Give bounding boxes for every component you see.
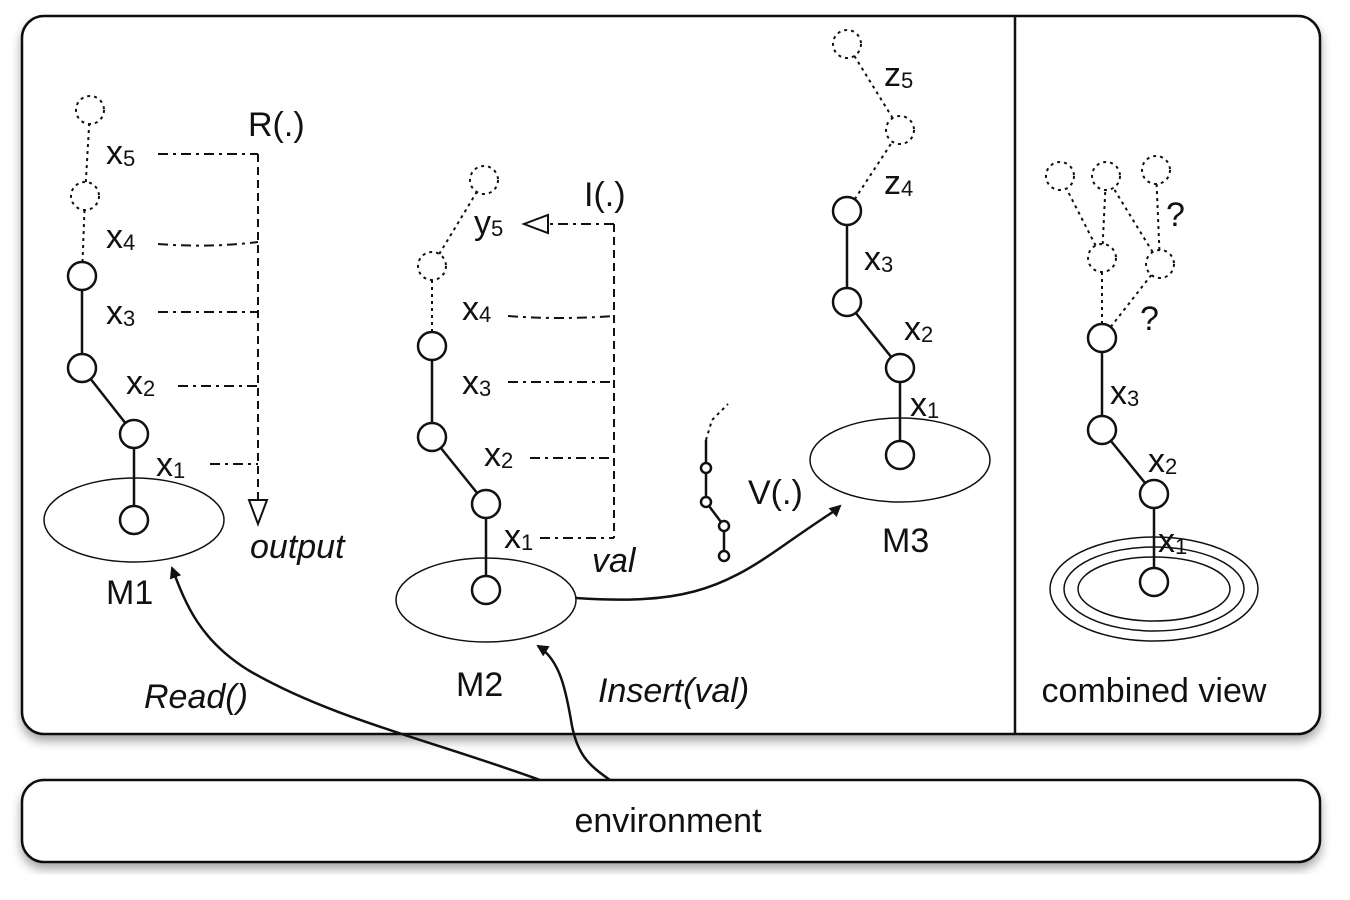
combined-view-group: x1 x2 x3 ? ? combined view xyxy=(1042,155,1267,710)
m1-function-label: R(.) xyxy=(248,106,305,144)
m1-name: M1 xyxy=(106,574,153,612)
m1-group: x1 x2 x3 x4 x5 R(.) output M1 xyxy=(43,95,346,612)
m3-node xyxy=(831,195,863,227)
m2-insert-arrow xyxy=(521,213,549,235)
combined-dashed-node xyxy=(1045,161,1075,191)
m3-root-node xyxy=(884,439,916,471)
combined-label-x3: x3 xyxy=(1110,374,1139,412)
m3-label-x1: x1 xyxy=(910,386,939,424)
combined-dashed-node xyxy=(1087,243,1117,273)
m2-label-x2: x2 xyxy=(484,436,513,474)
m2-dashed-node xyxy=(417,251,447,281)
m3-label-x2: x2 xyxy=(904,310,933,348)
m2-group: x1 x2 x3 x4 y5 I(.) val M2 xyxy=(395,165,637,704)
combined-root-node xyxy=(1138,566,1170,598)
m3-dashed-node xyxy=(885,115,915,145)
m2-label-x4: x4 xyxy=(462,290,491,328)
m1-root-node xyxy=(118,504,150,536)
m2-label-x1: x1 xyxy=(504,518,533,556)
m2-to-m3-arrow xyxy=(575,504,842,601)
m3-label-x3: x3 xyxy=(864,240,893,278)
combined-node xyxy=(1086,414,1118,446)
m1-label-x4: x4 xyxy=(106,218,135,256)
insert-call-label: Insert(val) xyxy=(598,672,749,710)
read-arrow xyxy=(169,566,541,782)
insert-arrow xyxy=(536,644,611,782)
combined-label-x2: x2 xyxy=(1148,442,1177,480)
m2-node xyxy=(416,330,448,362)
read-call-label: Read() xyxy=(144,678,248,716)
combined-unknown-mark: ? xyxy=(1140,300,1159,338)
m1-dashed-node xyxy=(70,181,100,211)
combined-node xyxy=(1138,478,1170,510)
combined-unknown-mark: ? xyxy=(1166,196,1185,234)
m3-function-label: V(.) xyxy=(748,474,803,512)
m2-value-label: val xyxy=(592,542,637,580)
m1-node xyxy=(66,352,98,384)
combined-dashed-node xyxy=(1141,155,1171,185)
m1-label-x3: x3 xyxy=(106,294,135,332)
m3-group: x1 x2 x3 z4 z5 M3 xyxy=(809,29,991,560)
environment-label: environment xyxy=(574,802,762,840)
m2-label-y5: y5 xyxy=(474,204,503,242)
environment-bar xyxy=(20,778,1322,864)
m1-output-label: output xyxy=(250,528,346,566)
m3-label-z4: z4 xyxy=(884,164,913,202)
combined-label-x1: x1 xyxy=(1158,522,1187,560)
combined-dashed-node xyxy=(1145,249,1175,279)
m3-dashed-node xyxy=(832,29,862,59)
m1-label-x2: x2 xyxy=(126,364,155,402)
mini-chain xyxy=(699,403,731,563)
m2-dashed-node xyxy=(469,165,499,195)
m2-node xyxy=(416,421,448,453)
m3-node xyxy=(884,352,916,384)
m3-name: M3 xyxy=(882,522,929,560)
m1-label-x5: x5 xyxy=(106,134,135,172)
combined-view-title: combined view xyxy=(1042,672,1267,710)
m1-node xyxy=(118,418,150,450)
m1-output-arrow xyxy=(247,499,269,527)
m1-node xyxy=(66,260,98,292)
m1-dashed-node xyxy=(75,95,105,125)
m2-name: M2 xyxy=(456,666,503,704)
m1-label-x1: x1 xyxy=(156,446,185,484)
main-panel xyxy=(20,14,1322,736)
m3-node xyxy=(831,286,863,318)
m2-label-x3: x3 xyxy=(462,364,491,402)
m3-label-z5: z5 xyxy=(884,56,913,94)
m2-function-label: I(.) xyxy=(584,176,626,214)
combined-dashed-node xyxy=(1091,161,1121,191)
combined-node xyxy=(1086,322,1118,354)
m2-node xyxy=(470,488,502,520)
m2-root-node xyxy=(470,574,502,606)
